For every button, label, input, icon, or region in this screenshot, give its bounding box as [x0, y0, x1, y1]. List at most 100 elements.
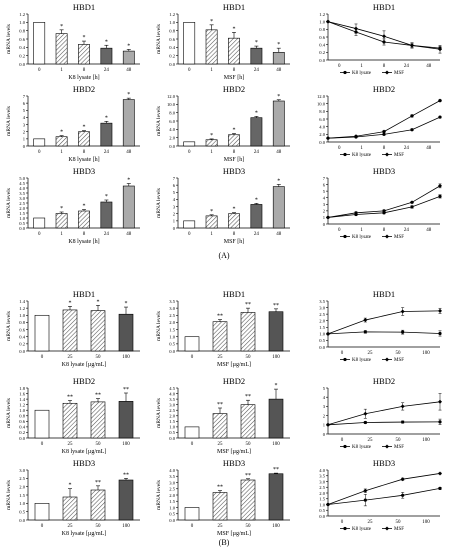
bar-0	[183, 220, 196, 229]
x-tick-label: 50	[246, 355, 252, 360]
chart-B7: HBD3 0.0 0.5 1.0 1.5 2.0 2.5 3.0 0 25 50 100 mRNA le…	[6, 458, 140, 537]
point-0-3	[438, 486, 442, 490]
y-tick-label: 0.0	[319, 345, 325, 350]
y-tick-label: 2.0	[169, 414, 175, 419]
y-tick-label: 1.2	[19, 402, 25, 407]
y-tick-label: 1.0	[19, 20, 25, 25]
y-tick-label: 0.6	[19, 37, 25, 42]
x-tick-label: 1	[210, 232, 213, 237]
x-tick-label: 0	[338, 146, 341, 151]
y-tick-label: 3.0	[169, 306, 175, 311]
significance-mark: **	[245, 302, 251, 308]
bar-0	[183, 22, 196, 65]
y-axis-label: mRNA levels	[156, 188, 162, 218]
significance-mark: **	[245, 473, 251, 479]
y-tick-label: 2.5	[169, 313, 175, 318]
point-1-1	[354, 134, 358, 139]
bar-0	[33, 138, 46, 147]
y-axis-label: mRNA levels	[156, 311, 162, 341]
y-tick-label: 5.0	[19, 176, 25, 181]
x-axis-label: K8 lysate [µg/mL]	[62, 362, 107, 368]
x-tick-label: 24	[404, 64, 410, 69]
y-tick-label: 0.0	[319, 514, 325, 519]
x-tick-label: 25	[68, 355, 74, 360]
y-tick-label: 1.0	[319, 332, 325, 337]
x-tick-label: 0	[191, 355, 194, 360]
legend-label: K8 lysate	[352, 235, 372, 240]
y-tick-label: 3	[23, 122, 26, 127]
y-tick-label: 0	[23, 144, 26, 149]
bar-25	[62, 402, 78, 439]
point-1-0	[326, 331, 330, 336]
x-tick-label: 8	[233, 232, 236, 237]
x-tick-label: 0	[341, 520, 344, 525]
significance-mark: *	[60, 24, 63, 30]
y-tick-label: 0.2	[19, 53, 25, 58]
y-tick-label: 1.5	[319, 325, 325, 330]
y-tick-label: 7	[23, 94, 26, 99]
chart-A2: HBD1 0.0 0.2 0.4 0.6 0.8 1.0 1.2 0 1 8 24 48 mRNA lev…	[156, 2, 290, 81]
y-tick-label: 0.6	[319, 35, 325, 40]
y-axis-label: mRNA levels	[156, 480, 162, 510]
point-1-1	[354, 210, 358, 215]
y-tick-label: 1.0	[19, 313, 25, 318]
x-tick-label: 0	[191, 524, 194, 529]
point-1-1	[363, 318, 368, 323]
y-tick-label: 0.8	[19, 414, 25, 419]
point-0-1	[363, 420, 367, 425]
y-tick-label: 0.0	[19, 226, 25, 231]
x-tick-label: 100	[122, 524, 130, 529]
point-1-2	[400, 477, 405, 482]
legend-marker	[385, 152, 389, 157]
y-tick-label: 0.5	[169, 342, 175, 347]
y-tick-label: 5	[23, 108, 26, 113]
legend-label: MSF	[394, 153, 404, 158]
y-tick-label: 0.5	[169, 512, 175, 517]
bar-100	[268, 473, 284, 521]
x-tick-label: 48	[426, 64, 432, 69]
y-tick-label: 3.5	[169, 474, 175, 479]
significance-mark: *	[83, 125, 86, 131]
chart-title: HBD3	[373, 458, 395, 468]
y-tick-label: 0.4	[169, 45, 175, 50]
y-tick-label: 2.5	[319, 312, 325, 317]
legend-marker	[385, 70, 389, 75]
y-tick-label: 1.2	[319, 12, 325, 17]
y-tick-label: 1.0	[19, 216, 25, 221]
y-tick-label: 4	[323, 196, 326, 201]
point-0-3	[438, 331, 442, 336]
y-tick-label: 1.8	[19, 386, 25, 391]
y-tick-label: 0.2	[169, 53, 175, 58]
chart-title: HBD2	[73, 376, 95, 386]
bar-100	[268, 398, 284, 439]
significance-mark: *	[210, 209, 213, 215]
y-tick-label: 1.5	[19, 493, 25, 498]
y-tick-label: 3.5	[319, 299, 325, 304]
x-tick-label: 0	[341, 438, 344, 443]
y-tick-label: 2.5	[169, 408, 175, 413]
point-1-2	[382, 34, 386, 39]
bar-25	[212, 492, 228, 521]
chart-title: HBD3	[223, 458, 245, 468]
significance-mark: *	[69, 300, 72, 306]
x-tick-label: 50	[246, 524, 252, 529]
significance-mark: **	[217, 314, 223, 320]
legend-label: MSF	[394, 445, 404, 450]
x-tick-label: 1	[360, 146, 363, 151]
x-tick-label: 0	[188, 232, 191, 237]
bar-1	[205, 139, 218, 147]
y-tick-label: 0.5	[169, 430, 175, 435]
bar-0	[184, 507, 200, 521]
x-tick-label: 100	[422, 438, 430, 443]
x-tick-label: 24	[104, 68, 110, 73]
y-tick-label: 1.5	[319, 497, 325, 502]
bar-1	[205, 215, 218, 229]
y-tick-label: 2.5	[319, 485, 325, 490]
chart-A8: HBD3 0 1 2 3 4 5 6 7 0 1 8 24 48 mRNA levels MSF [h] * * *…	[156, 166, 290, 245]
y-tick-label: 0.0	[169, 349, 175, 354]
bar-1	[55, 136, 68, 147]
series-line-1	[327, 310, 441, 335]
point-1-0	[326, 136, 330, 141]
